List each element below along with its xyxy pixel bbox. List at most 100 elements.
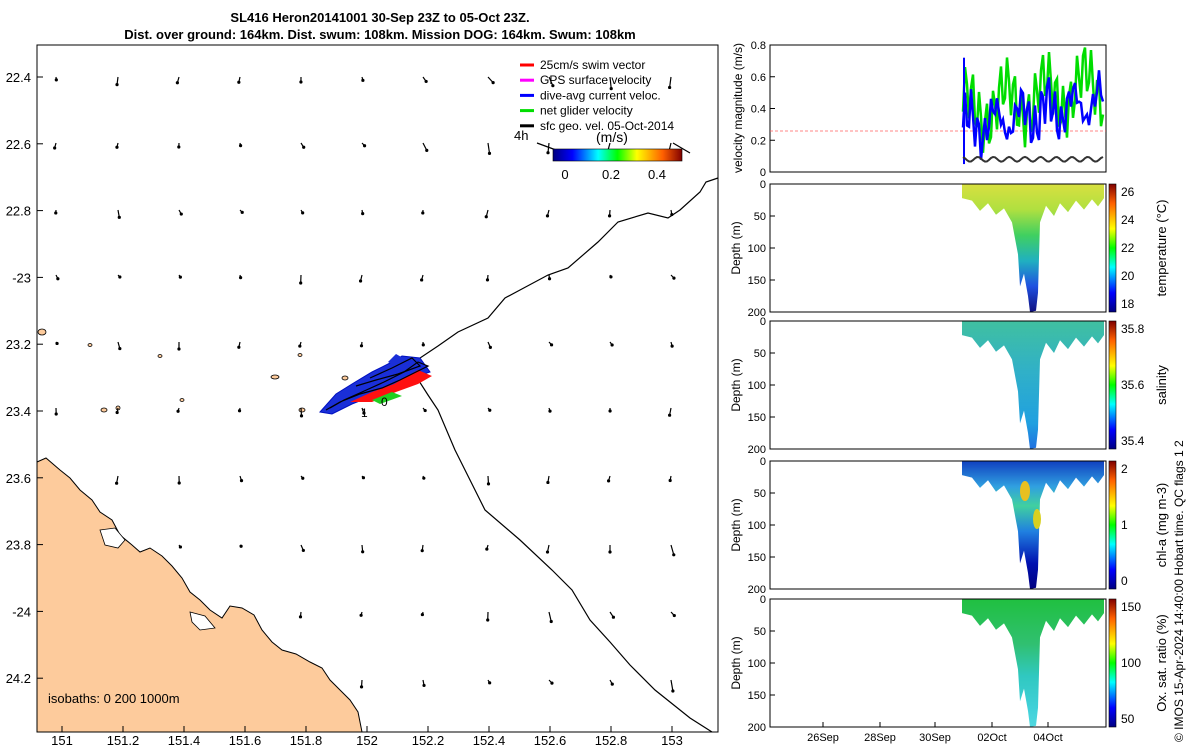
current-arrow-head (485, 547, 489, 551)
current-arrow-head (610, 682, 614, 686)
current-arrow (548, 611, 552, 622)
current-arrow-head (609, 87, 613, 91)
current-arrow-head (54, 78, 58, 82)
current-arrow-head (55, 341, 59, 346)
current-arrow-head (550, 681, 554, 685)
profile-panel: 0 50 100 150 200 Depth (m) 35.8 35.6 35.4 salinit… (729, 316, 1169, 456)
map-y-tick-label: 22.4 (6, 70, 31, 85)
colorbar-tick-label: 2 (1121, 462, 1128, 476)
current-arrow-head (672, 553, 676, 557)
current-arrow-head (546, 480, 550, 485)
colorbar-tick-label: 35.4 (1121, 434, 1145, 448)
estuary (99, 527, 126, 549)
legend-label: GPS surface velocity (540, 73, 651, 87)
current-arrow-head (299, 80, 303, 84)
current-vector-field (53, 76, 676, 693)
current-arrow-head (237, 345, 241, 349)
current-arrow-head (117, 215, 121, 219)
velocity-y-tick-label: 0.6 (751, 72, 766, 84)
current-arrow-head (549, 343, 554, 347)
current-arrow-head (670, 344, 674, 348)
map-y-tick-label: 23.4 (6, 404, 31, 419)
current-arrow-head (115, 481, 119, 485)
profile-ylabel: Depth (m) (729, 498, 743, 551)
colorbar-tick-label: 26 (1121, 185, 1135, 199)
map-x-tick-label: 151.6 (229, 733, 262, 748)
map-y-axis: 22.4 22.6 22.8 -23 23.2 23.4 23.6 23.8 -24 24.2 (6, 70, 43, 686)
current-arrow-head (488, 681, 492, 685)
profile-heatmap (962, 461, 1104, 589)
profile-heatmap (962, 184, 1104, 312)
chart-title-line-2: Dist. over ground: 164km. Dist. swum: 10… (124, 27, 636, 42)
profile-y-tick-label: 100 (748, 243, 766, 255)
current-arrow-head (485, 278, 490, 282)
current-arrow-head (301, 548, 305, 553)
profile-y-tick-label: 200 (748, 584, 766, 596)
profile-panel: 0 50 100 150 200 Depth (m) 26 24 22 20 18 temperatu… (729, 179, 1169, 319)
current-arrow-head (299, 281, 303, 285)
current-arrow (670, 544, 675, 555)
current-arrow-head (611, 615, 616, 619)
chart-title-line-1: SL416 Heron20141001 30-Sep 23Z to 05-Oct… (230, 10, 530, 25)
time-tick-label: 02Oct (977, 732, 1006, 744)
chl-maximum-patch (1033, 509, 1041, 529)
colorbar-tick-label: 20 (1121, 269, 1135, 283)
current-arrow-head (298, 615, 303, 619)
colorbar-label: (m/s) (596, 129, 628, 145)
geo-velocity-line (962, 155, 1104, 163)
profile-y-tick-label: 150 (748, 412, 766, 424)
profile-y-tick-label: 50 (754, 348, 766, 360)
current-arrow-head (548, 409, 552, 413)
current-arrow-head (422, 476, 426, 480)
profile-colorbar (1108, 183, 1117, 313)
current-arrow-head (238, 144, 243, 148)
map-colorbar (552, 148, 683, 162)
current-arrow-head (421, 343, 425, 347)
colorbar-label: temperature (°C) (1154, 200, 1169, 297)
velocity-y-tick-label: 0.2 (751, 135, 766, 147)
current-arrow-head (178, 545, 182, 549)
profile-heatmap (962, 599, 1104, 727)
current-arrow-head (672, 613, 676, 618)
time-tick-label: 26Sep (807, 732, 839, 744)
track-label-1: 1 (361, 406, 368, 420)
profile-ylabel: Depth (m) (729, 221, 743, 274)
profile-y-tick-label: 0 (760, 594, 766, 606)
current-arrow-head (179, 212, 183, 216)
current-arrow-head (361, 550, 365, 554)
current-arrow-head (420, 549, 424, 553)
profile-y-tick-label: 150 (748, 552, 766, 564)
current-arrow (487, 142, 491, 154)
current-arrow-head (175, 81, 179, 85)
colorbar-tick-label: 0 (1121, 574, 1128, 588)
current-arrow-head (239, 479, 244, 483)
profile-y-tick-label: 100 (748, 520, 766, 532)
current-arrow-head (672, 276, 676, 280)
colorbar-label: chl-a (mg m-3) (1154, 483, 1169, 568)
colorbar-tick: 0 (561, 167, 568, 182)
map-x-tick-label: 152.4 (473, 733, 506, 748)
current-arrow-head (177, 145, 181, 149)
current-arrow-head (421, 211, 425, 215)
current-arrow-head (547, 277, 552, 281)
profile-panel: 0 50 100 150 200 Depth (m) 150 100 50 Ox. sat. ra… (729, 594, 1169, 734)
map-x-tick-label: 152.6 (534, 733, 567, 748)
current-arrow-head (238, 276, 243, 280)
current-arrow (670, 679, 674, 692)
legend-scale-arrow (672, 142, 691, 154)
current-arrow-head (545, 550, 550, 554)
current-arrow-head (176, 409, 180, 413)
current-arrow-head (670, 212, 674, 217)
current-arrow-head (546, 151, 550, 155)
map-y-tick-label: 24.2 (6, 671, 31, 686)
current-arrow-head (118, 346, 122, 351)
current-arrow-head (54, 412, 58, 416)
current-arrow-head (424, 79, 428, 84)
profile-y-tick-label: 0 (760, 456, 766, 468)
colorbar-tick-label: 24 (1121, 213, 1135, 227)
profile-y-tick-label: 0 (760, 179, 766, 191)
current-arrow-head (361, 476, 366, 480)
current-arrow-head (359, 685, 364, 689)
map-x-axis: 151 151.2 151.4 151.6 151.8 152 152.2 152.4 152.… (51, 726, 683, 748)
